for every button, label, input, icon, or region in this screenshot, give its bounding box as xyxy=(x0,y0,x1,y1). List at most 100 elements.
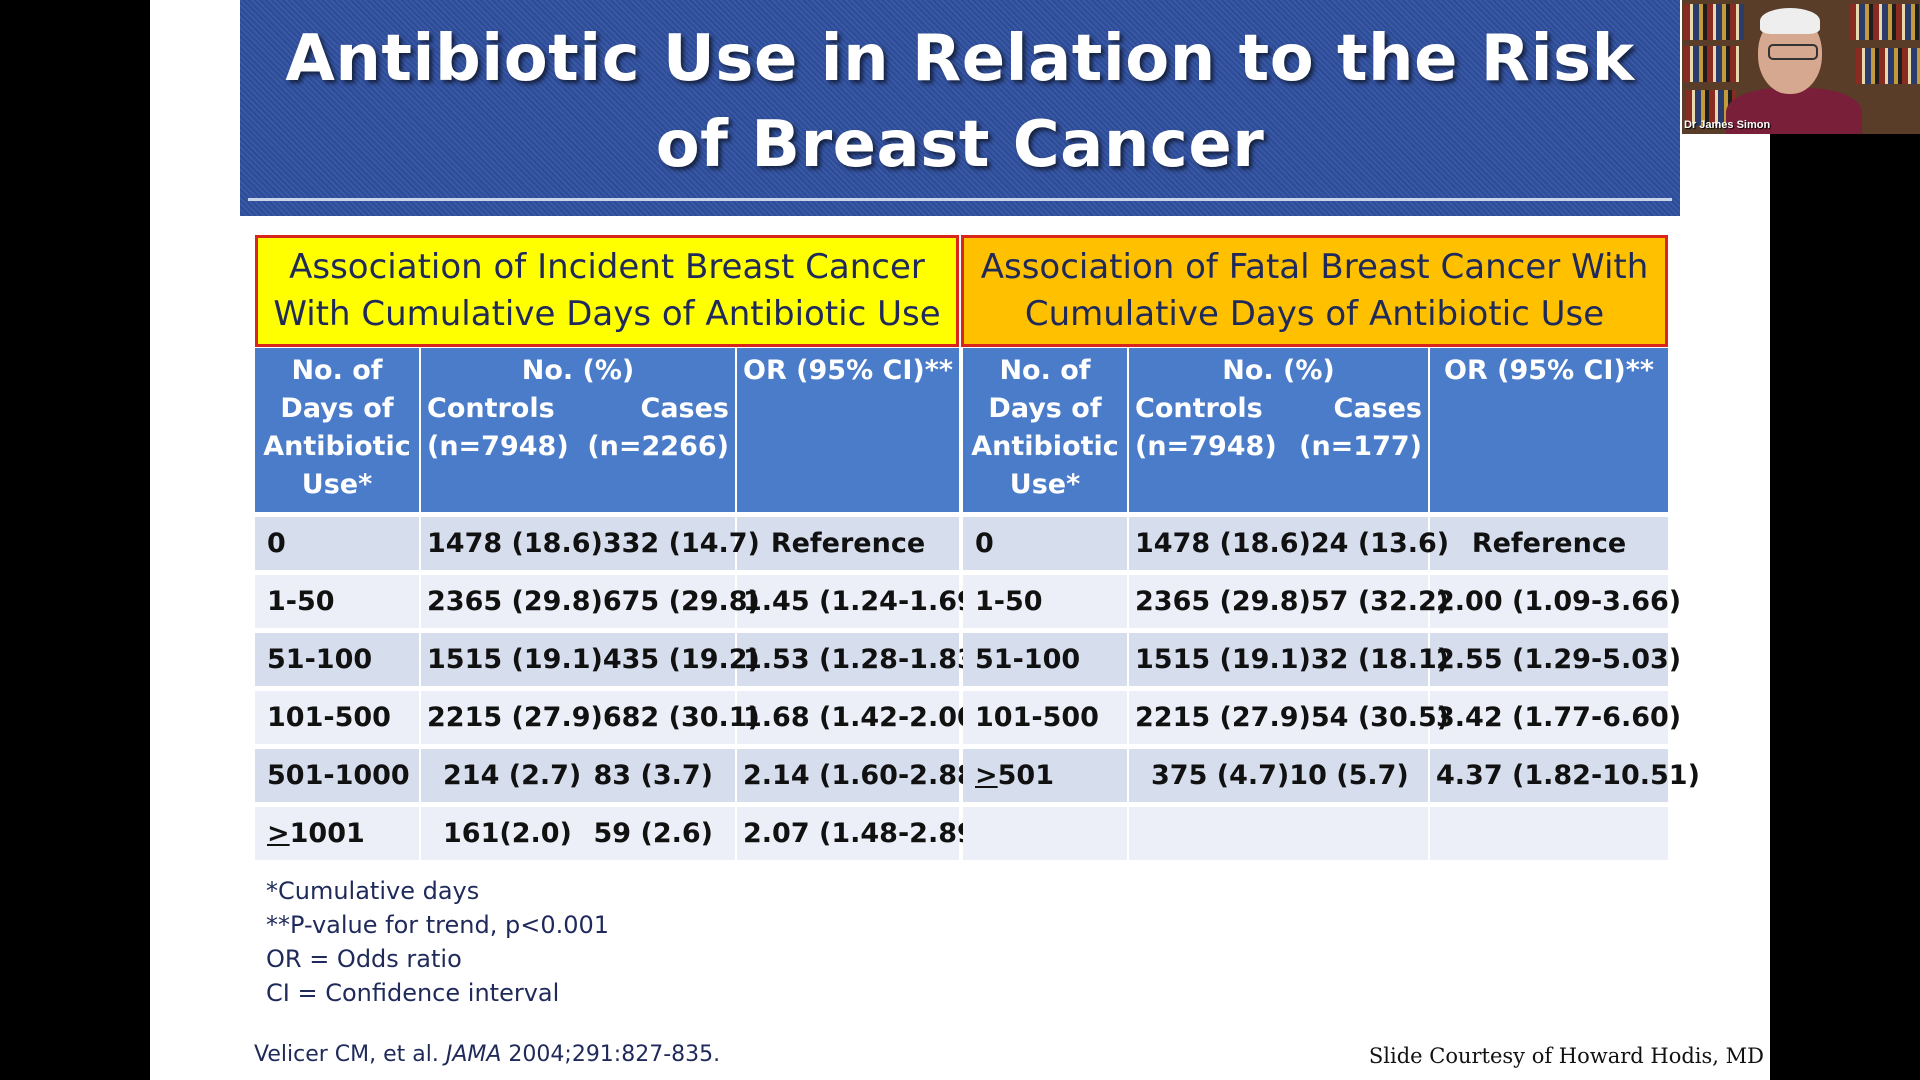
days-value: 51-100 xyxy=(975,644,1081,675)
controls-value: 161(2.0) xyxy=(443,818,572,849)
cases-value: 54 (30.5) xyxy=(1310,702,1450,733)
counts-cell: 161(2.0) 59 (2.6) xyxy=(420,802,737,860)
table-row: 1-50 2365 (29.8) 675 (29.8) 1.45 (1.24-1.69… xyxy=(255,570,988,631)
presentation-slide: Antibiotic Use in Relation to the Risk o… xyxy=(150,0,1770,1080)
counts-cell: 1478 (18.6) 332 (14.7) xyxy=(420,512,760,573)
days-value: 501-1000 xyxy=(267,760,410,791)
participant-hair xyxy=(1760,8,1820,34)
count-column-header: No. (%) Controls Cases (n=7948) (n=177) xyxy=(1128,348,1430,515)
cases-value: 332 (14.7) xyxy=(602,528,760,559)
controls-value: 1478 (18.6) xyxy=(1135,528,1311,559)
empty-cell xyxy=(1429,802,1668,860)
days-cell: 51-100 xyxy=(255,628,421,689)
table-row: 0 1478 (18.6) 332 (14.7) Reference xyxy=(255,512,959,573)
empty-table-row xyxy=(963,802,1668,860)
days-value: 0 xyxy=(267,528,286,559)
title-banner: Antibiotic Use in Relation to the Risk o… xyxy=(240,0,1680,216)
days-value: 101-500 xyxy=(267,702,391,733)
days-value: 0 xyxy=(975,528,994,559)
days-cell: >501 xyxy=(963,744,1129,805)
table-row: 501-1000 214 (2.7) 83 (3.7) 2.14 (1.60-2.88… xyxy=(255,744,988,805)
days-cell: 101-500 xyxy=(963,686,1129,747)
controls-cases-n: (n=7948) (n=2266) xyxy=(423,428,733,466)
cases-value: 10 (5.7) xyxy=(1289,760,1409,791)
days-value: 101-500 xyxy=(975,702,1099,733)
counts-cell: 2365 (29.8) 57 (32.2) xyxy=(1128,570,1449,631)
cases-value: 83 (3.7) xyxy=(593,760,713,791)
days-cell: >1001 xyxy=(255,802,421,860)
greater-equal-symbol: > xyxy=(975,760,998,791)
cases-value: 682 (30.1) xyxy=(602,702,760,733)
days-value: 1-50 xyxy=(975,586,1043,617)
days-cell: 1-50 xyxy=(963,570,1129,631)
empty-cell xyxy=(963,802,1129,860)
odds-ratio-cell: 2.14 (1.60-2.88) xyxy=(736,744,988,805)
citation-journal: JAMA xyxy=(445,1042,502,1067)
footnotes: *Cumulative days **P-value for trend, p<… xyxy=(266,874,609,1010)
cases-n: (n=177) xyxy=(1299,431,1422,462)
controls-n: (n=7948) xyxy=(1135,431,1277,462)
odds-ratio-cell: Reference xyxy=(1429,512,1668,573)
odds-ratio-cell: 2.00 (1.09-3.66) xyxy=(1429,570,1681,631)
footnote: CI = Confidence interval xyxy=(266,979,560,1007)
odds-ratio-cell: 4.37 (1.82-10.51) xyxy=(1429,744,1700,805)
participant-name-label: Dr James Simon xyxy=(1684,119,1771,131)
fatal-cancer-table: No. of Days of Antibiotic Use* No. (%) C… xyxy=(963,348,1700,860)
table-row: 1-50 2365 (29.8) 57 (32.2) 2.00 (1.09-3.66) xyxy=(963,570,1681,631)
controls-value: 1515 (19.1) xyxy=(427,644,603,675)
cases-value: 32 (18.1) xyxy=(1310,644,1450,675)
controls-value: 2215 (27.9) xyxy=(427,702,603,733)
empty-cell xyxy=(1128,802,1430,860)
controls-value: 1515 (19.1) xyxy=(1135,644,1311,675)
odds-ratio-cell: 1.68 (1.42-2.00) xyxy=(736,686,988,747)
slide-courtesy: Slide Courtesy of Howard Hodis, MD xyxy=(1368,1044,1764,1068)
controls-value: 2215 (27.9) xyxy=(1135,702,1311,733)
count-column-header: No. (%) Controls Cases (n=7948) (n=2266) xyxy=(420,348,737,515)
cases-value: 24 (13.6) xyxy=(1310,528,1450,559)
footnote: OR = Odds ratio xyxy=(266,945,462,973)
days-cell: 51-100 xyxy=(963,628,1129,689)
or-column-header: OR (95% CI)** xyxy=(1429,348,1668,515)
glasses-icon xyxy=(1768,44,1818,60)
greater-equal-symbol: > xyxy=(267,818,290,849)
days-cell: 101-500 xyxy=(255,686,421,747)
counts-cell: 1515 (19.1) 435 (19.2) xyxy=(420,628,760,689)
title-divider xyxy=(248,198,1672,201)
citation-details: 2004;291:827-835. xyxy=(501,1042,721,1067)
counts-cell: 214 (2.7) 83 (3.7) xyxy=(420,744,737,805)
odds-ratio-cell: Reference xyxy=(736,512,959,573)
odds-ratio-cell: 1.45 (1.24-1.69) xyxy=(736,570,988,631)
table-row: 0 1478 (18.6) 24 (13.6) Reference xyxy=(963,512,1668,573)
cases-value: 435 (19.2) xyxy=(602,644,760,675)
cases-value: 57 (32.2) xyxy=(1310,586,1450,617)
slide-title: Antibiotic Use in Relation to the Risk o… xyxy=(285,22,1635,182)
cases-value: 59 (2.6) xyxy=(593,818,713,849)
counts-cell: 1515 (19.1) 32 (18.1) xyxy=(1128,628,1449,689)
counts-cell: 1478 (18.6) 24 (13.6) xyxy=(1128,512,1449,573)
table-row: >501 375 (4.7) 10 (5.7) 4.37 (1.82-10.51) xyxy=(963,744,1700,805)
odds-ratio-cell: 1.53 (1.28-1.83) xyxy=(736,628,988,689)
controls-label: Controls xyxy=(1135,393,1263,424)
controls-value: 2365 (29.8) xyxy=(1135,586,1311,617)
incident-cancer-header: Association of Incident Breast Cancer Wi… xyxy=(255,235,959,347)
days-cell: 1-50 xyxy=(255,570,421,631)
controls-label: Controls xyxy=(427,393,555,424)
participant-video-tile[interactable]: Dr James Simon xyxy=(1682,0,1920,134)
odds-ratio-cell: 2.07 (1.48-2.89) xyxy=(736,802,988,860)
days-cell: 0 xyxy=(963,512,1129,573)
cases-label: Cases xyxy=(640,393,730,424)
days-value: 501 xyxy=(997,760,1054,791)
participant-shirt xyxy=(1726,88,1862,134)
controls-value: 214 (2.7) xyxy=(443,760,582,791)
days-cell: 501-1000 xyxy=(255,744,421,805)
incident-cancer-table: No. of Days of Antibiotic Use* No. (%) C… xyxy=(255,348,988,860)
footnote: **P-value for trend, p<0.001 xyxy=(266,911,610,939)
cases-n: (n=2266) xyxy=(587,431,729,462)
controls-value: 1478 (18.6) xyxy=(427,528,603,559)
table-row: 101-500 2215 (27.9) 682 (30.1) 1.68 (1.42-2… xyxy=(255,686,988,747)
or-column-header: OR (95% CI)** xyxy=(736,348,959,515)
count-header-label: No. (%) xyxy=(521,355,635,386)
citation-authors: Velicer CM, et al. xyxy=(254,1042,446,1067)
days-value: 1001 xyxy=(289,818,365,849)
fatal-cancer-header: Association of Fatal Breast Cancer With … xyxy=(961,235,1668,347)
